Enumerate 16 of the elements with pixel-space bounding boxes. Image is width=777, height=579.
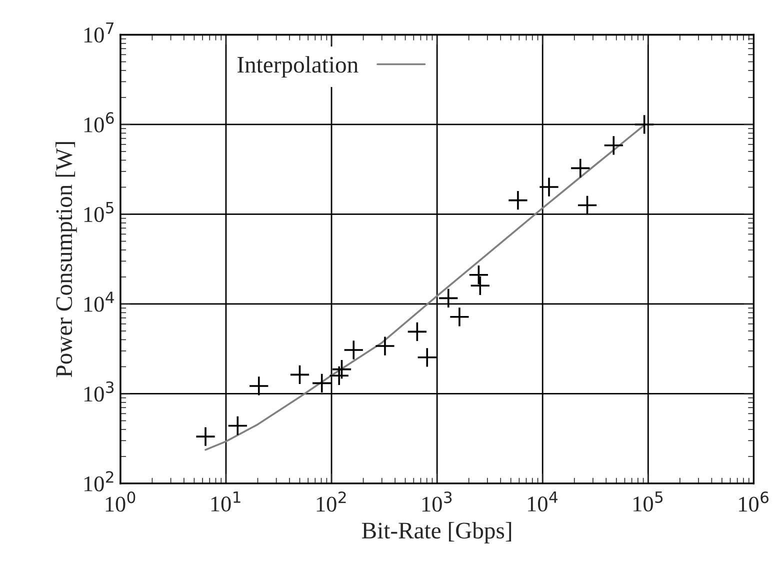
- y-tick-label: 10$^{6}$: [84, 112, 114, 132]
- x-tick-label: 10$^{6}$: [739, 491, 768, 512]
- x-tick-label: 10$^{3}$: [422, 491, 452, 512]
- x-tick-label: 10$^{0}$: [106, 491, 136, 512]
- y-tick-label: 10$^{7}$: [84, 22, 114, 43]
- y-axis-title: Power Consumption [W]: [55, 142, 77, 378]
- x-tick-label: 10$^{1}$: [211, 491, 240, 512]
- x-tick-label: 10$^{2}$: [316, 491, 346, 512]
- x-tick-label: 10$^{5}$: [634, 491, 663, 512]
- legend-label: Interpolation: [238, 56, 358, 78]
- y-tick-label: 10$^{3}$: [84, 381, 114, 402]
- y-tick-label: 10$^{4}$: [84, 292, 114, 312]
- y-tick-label: 10$^{5}$: [84, 202, 114, 222]
- x-tick-label: 10$^{4}$: [528, 491, 558, 512]
- y-tick-label: 10$^{2}$: [84, 471, 114, 492]
- x-axis-title: Bit-Rate [Gbps]: [362, 522, 512, 544]
